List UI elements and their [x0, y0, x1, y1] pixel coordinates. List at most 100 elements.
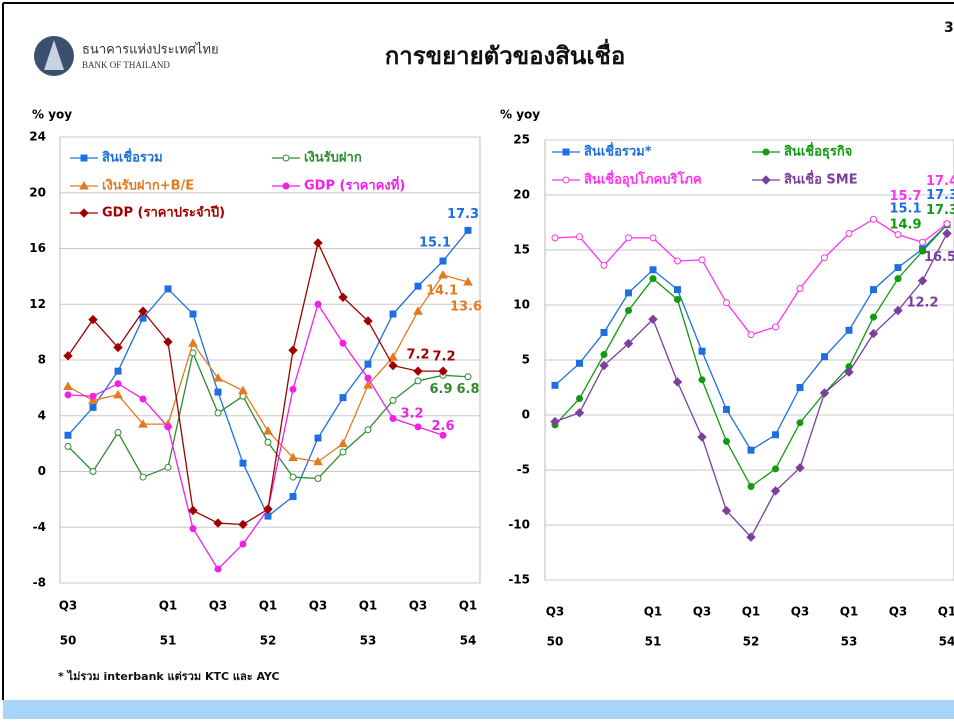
x-year-label: 52	[260, 634, 277, 648]
marker	[414, 377, 422, 385]
marker	[364, 374, 372, 382]
marker	[288, 452, 298, 462]
marker	[338, 438, 348, 448]
marker	[550, 416, 560, 427]
marker	[723, 299, 730, 307]
marker	[314, 474, 322, 482]
data-label: 13.6	[450, 299, 482, 314]
marker	[64, 391, 72, 399]
marker	[819, 388, 830, 398]
y-tick-label: 24	[29, 130, 46, 144]
marker	[796, 384, 804, 391]
marker	[697, 432, 707, 442]
marker	[698, 256, 706, 264]
y-tick-label: -4	[33, 520, 46, 534]
legend-marker	[80, 154, 88, 162]
marker	[649, 234, 657, 242]
y-axis-label: % yoy	[32, 108, 72, 122]
x-tick-label: Q3	[693, 605, 712, 619]
legend-label: สินเชื่อรวม	[102, 148, 163, 166]
marker	[698, 347, 706, 355]
x-tick-label: Q1	[742, 605, 761, 619]
y-tick-label: 5	[522, 353, 530, 367]
marker	[439, 257, 447, 265]
data-label: 16.5	[924, 250, 954, 265]
data-label: 14.1	[426, 283, 458, 298]
marker	[868, 328, 879, 339]
marker	[339, 448, 347, 456]
marker	[188, 338, 198, 347]
marker	[464, 373, 472, 381]
marker	[339, 394, 347, 402]
marker	[649, 275, 657, 283]
legend-label: สินเชื่อรวม*	[584, 142, 652, 160]
bank-name-en: BANK OF THAILAND	[82, 60, 170, 70]
marker	[139, 395, 147, 403]
marker	[289, 473, 297, 481]
marker	[214, 388, 222, 396]
marker	[772, 431, 779, 439]
data-label: 7.2	[432, 350, 455, 365]
x-tick-label: Q1	[644, 605, 663, 619]
y-tick-label: 20	[29, 185, 46, 199]
slide-title: การขยายตัวของสินเชื่อ	[385, 38, 625, 70]
chart: % yoy -15 -10 -5 0 5 10 15 20 25 Q3 Q1 Q3 Q1 Q3 Q1 Q3 Q1 5…	[500, 108, 954, 649]
marker	[289, 493, 297, 501]
marker	[89, 403, 97, 411]
marker	[893, 305, 903, 316]
x-tick-label: Q3	[59, 599, 78, 613]
marker	[314, 300, 322, 308]
bank-name-th: ธนาคารแห่งประเทศไทย	[82, 42, 219, 58]
marker	[844, 367, 854, 377]
marker	[239, 540, 247, 548]
x-tick-label: Q1	[159, 599, 178, 613]
marker	[747, 331, 755, 339]
legend-label: สินเชื่อธุรกิจ	[784, 142, 852, 160]
marker	[238, 385, 248, 395]
y-tick-label: -10	[508, 518, 530, 532]
marker	[438, 366, 448, 376]
marker	[600, 261, 608, 269]
data-label: 2.6	[431, 419, 454, 434]
data-label: 12.2	[906, 295, 938, 310]
marker	[943, 220, 951, 228]
marker	[264, 438, 272, 446]
marker	[339, 339, 347, 347]
data-label: 14.9	[889, 218, 921, 233]
data-label: 15.1	[419, 236, 451, 251]
marker	[821, 254, 828, 262]
data-label: 17.3	[447, 207, 479, 222]
marker	[795, 463, 805, 473]
marker	[698, 376, 706, 384]
legend-marker	[761, 175, 771, 185]
marker	[264, 512, 272, 520]
legend-label: GDP (ราคาคงที่)	[304, 176, 405, 194]
marker	[363, 316, 373, 326]
marker	[723, 437, 730, 445]
marker	[599, 360, 609, 371]
x-tick-label: Q1	[840, 605, 859, 619]
legend-marker	[762, 148, 770, 156]
y-tick-label: -8	[33, 576, 46, 590]
marker	[238, 519, 248, 530]
legend-label: สินเชื่อ SME	[784, 170, 858, 188]
marker	[600, 351, 608, 358]
marker	[770, 486, 781, 496]
marker	[63, 381, 73, 390]
marker	[63, 351, 73, 361]
marker	[139, 314, 147, 322]
marker	[288, 345, 298, 355]
series-line	[67, 240, 443, 526]
marker	[574, 408, 585, 418]
marker	[188, 505, 198, 516]
marker	[263, 504, 273, 514]
marker	[894, 231, 902, 239]
data-label: 17.3	[926, 203, 954, 218]
marker	[388, 352, 398, 361]
y-tick-label: 0	[38, 464, 46, 478]
marker	[772, 323, 779, 331]
marker	[138, 306, 148, 316]
y-tick-label: 4	[38, 408, 46, 422]
marker	[464, 226, 472, 234]
marker	[870, 286, 877, 294]
